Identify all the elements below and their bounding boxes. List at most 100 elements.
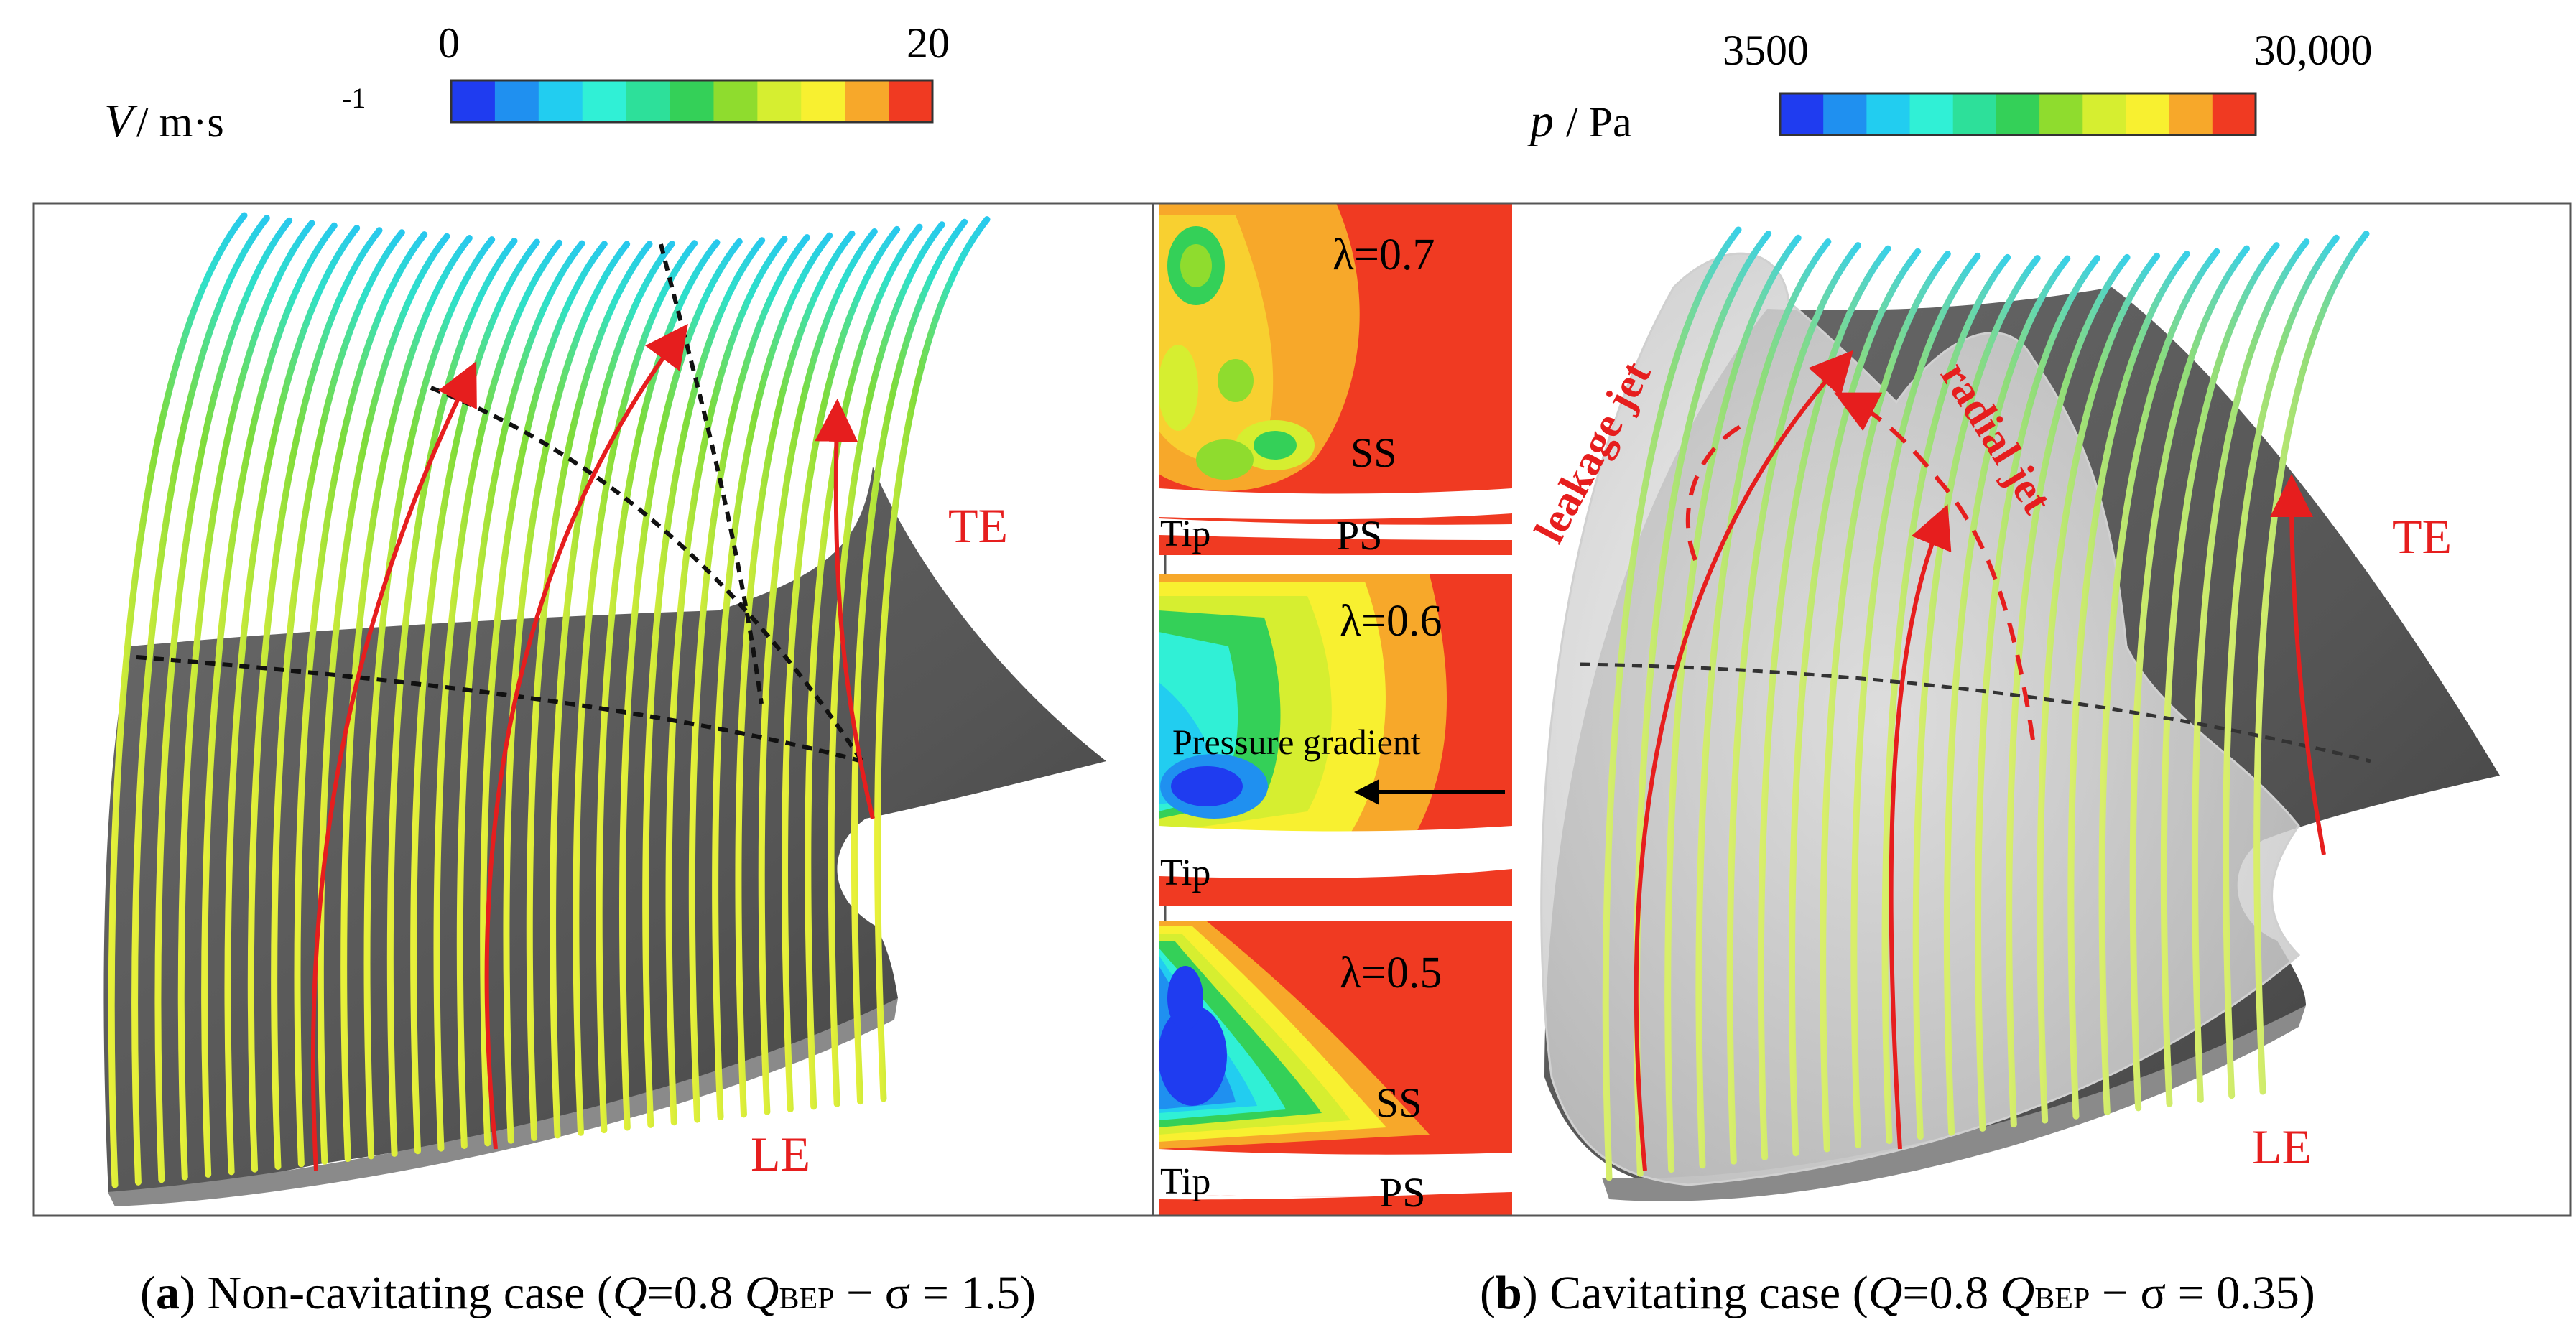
inset-lambda-06: λ=0.6 Pressure gradient Tip bbox=[1159, 574, 1512, 906]
caption-a-tail: − σ = 1.5) bbox=[835, 1267, 1037, 1319]
streamline bbox=[224, 225, 361, 1176]
inset1-ps: PS bbox=[1336, 512, 1383, 559]
panel-a-rake-1 bbox=[136, 655, 863, 763]
streamline bbox=[294, 231, 428, 1168]
streamline bbox=[1943, 255, 2071, 1136]
streamline bbox=[1664, 234, 1802, 1173]
streamline bbox=[340, 235, 473, 1163]
streamline bbox=[2160, 242, 2280, 1107]
colorbar-swatch bbox=[2126, 93, 2170, 135]
panel-a-arrow-3 bbox=[815, 399, 875, 819]
inset2-lambda: λ=0.6 bbox=[1340, 597, 1442, 646]
streamline bbox=[1850, 252, 1981, 1148]
streamline bbox=[1695, 238, 1832, 1169]
panel-b-rake-1 bbox=[1580, 662, 2371, 763]
colorbar-swatch bbox=[1823, 93, 1867, 135]
inset3-lambda: λ=0.5 bbox=[1340, 949, 1442, 997]
inset3-tip: Tip bbox=[1160, 1161, 1210, 1202]
colorbar-swatch bbox=[845, 80, 889, 122]
streamline bbox=[386, 237, 518, 1157]
panel-a-te-label: TE bbox=[948, 498, 1008, 553]
colorbar-border bbox=[450, 79, 934, 124]
streamline bbox=[247, 227, 383, 1173]
caption-a-q: Q bbox=[613, 1267, 647, 1319]
streamline bbox=[317, 233, 450, 1165]
legend-velocity-max: 20 bbox=[907, 19, 950, 67]
legend-pressure: p / Pa 3500 30,000 bbox=[1527, 27, 2373, 147]
inset1-ss: SS bbox=[1350, 429, 1397, 476]
inset3-ps: PS bbox=[1379, 1169, 1426, 1216]
streamline bbox=[410, 238, 540, 1155]
inset1-tip: Tip bbox=[1160, 513, 1210, 554]
colorbar-swatch bbox=[538, 80, 583, 122]
legend-pressure-unit: / Pa bbox=[1566, 98, 1632, 146]
streamline bbox=[1881, 253, 2011, 1145]
panel-a-rake-3 bbox=[659, 243, 764, 704]
streamline bbox=[201, 222, 338, 1178]
colorbar-swatch bbox=[2082, 93, 2126, 135]
streamline bbox=[177, 220, 315, 1181]
streamline bbox=[1726, 242, 1861, 1165]
streamline bbox=[363, 236, 496, 1160]
streamline bbox=[1820, 251, 1951, 1153]
caption-a-letter: a bbox=[156, 1267, 180, 1319]
streamline bbox=[131, 215, 270, 1186]
panel-b-leakage-dash bbox=[1685, 422, 1747, 562]
inset-lambda-07: λ=0.7 SS Tip PS bbox=[1159, 203, 1512, 559]
caption-a-text: Non-cavitating case ( bbox=[195, 1267, 613, 1319]
streamline bbox=[108, 212, 248, 1188]
streamline bbox=[550, 241, 675, 1139]
streamline bbox=[480, 241, 608, 1147]
panel-a-rake-2 bbox=[430, 386, 864, 763]
streamline bbox=[456, 240, 585, 1149]
streamline bbox=[851, 218, 968, 1105]
colorbar-swatch bbox=[801, 80, 845, 122]
panel-b-te-label: TE bbox=[2392, 509, 2452, 564]
panel-b-arrow-3 bbox=[2270, 474, 2326, 855]
panel-b-streamlines bbox=[1602, 226, 2370, 1181]
legend-pressure-symbol: p bbox=[1527, 95, 1554, 147]
legend-velocity-unit: / m·s bbox=[136, 98, 224, 146]
streamline bbox=[1602, 226, 1742, 1181]
colorbar-velocity bbox=[450, 79, 934, 124]
caption-b-eq: =0.8 bbox=[1902, 1267, 2000, 1319]
inset-lambda-05: λ=0.5 SS Tip PS bbox=[1159, 921, 1512, 1216]
streamline bbox=[573, 240, 698, 1136]
caption-b-sub: BEP bbox=[2034, 1283, 2090, 1316]
streamline bbox=[642, 237, 766, 1128]
streamline bbox=[688, 234, 810, 1123]
inset3-ss: SS bbox=[1376, 1079, 1422, 1126]
caption-b: (b) Cavitating case (Q=0.8 QBEP − σ = 0.… bbox=[1480, 1267, 2315, 1319]
legend-velocity: V / m·s -1 0 20 bbox=[104, 19, 950, 147]
panel-a-arrow-2 bbox=[484, 323, 688, 1150]
streamline bbox=[665, 236, 788, 1126]
caption-b-tail: − σ = 0.35) bbox=[2090, 1267, 2315, 1319]
caption-b-qbep: Q bbox=[2001, 1267, 2035, 1319]
legend-velocity-min: 0 bbox=[438, 19, 460, 67]
caption-a-qbep: Q bbox=[745, 1267, 779, 1319]
streamline bbox=[782, 225, 901, 1113]
streamline bbox=[526, 241, 653, 1142]
caption-b-text: Cavitating case ( bbox=[1538, 1267, 1868, 1319]
streamline bbox=[2006, 253, 2131, 1128]
colorbar-swatch bbox=[494, 80, 539, 122]
legend-velocity-unit-exp: -1 bbox=[342, 82, 366, 114]
colorbar-swatch bbox=[1909, 93, 1954, 135]
caption-b-letter: b bbox=[1496, 1267, 1522, 1319]
inset2-gradient: Pressure gradient bbox=[1172, 722, 1421, 762]
streamline bbox=[1975, 255, 2100, 1132]
streamline bbox=[154, 217, 293, 1183]
streamline bbox=[2067, 251, 2190, 1120]
panel-a-arrow-1 bbox=[310, 361, 477, 1171]
streamline bbox=[503, 241, 631, 1144]
colorbar-swatch bbox=[626, 80, 671, 122]
panel-b-radial-dash bbox=[1834, 392, 2035, 740]
panel-b-arrow-2 bbox=[1889, 504, 1952, 1150]
streamline bbox=[874, 216, 991, 1102]
streamline bbox=[596, 239, 721, 1134]
colorbar-swatch bbox=[1866, 93, 1911, 135]
caption-b-q: Q bbox=[1868, 1267, 1903, 1319]
colorbar-swatch bbox=[757, 80, 802, 122]
panel-b-frame bbox=[1152, 202, 2572, 1217]
